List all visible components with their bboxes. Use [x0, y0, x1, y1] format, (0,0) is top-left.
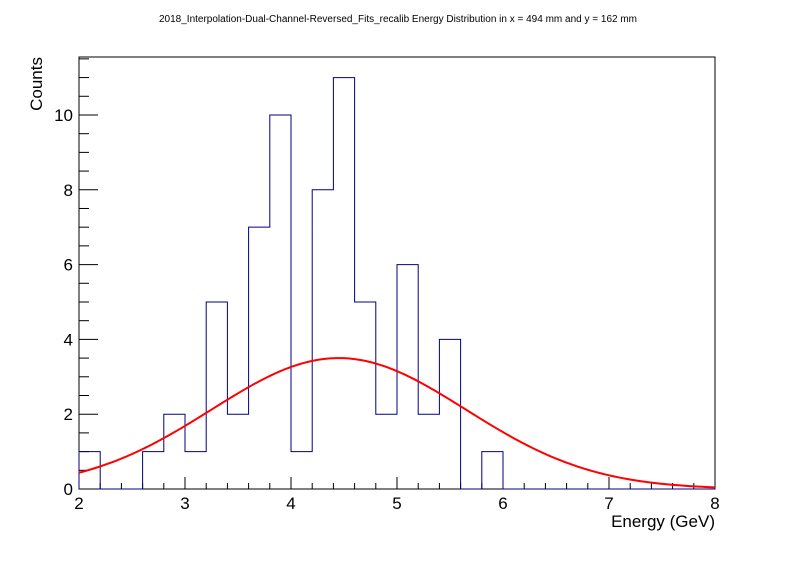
y-axis-ticks	[79, 58, 98, 490]
y-axis-tick-labels: 0 2 4 6 8 10	[54, 106, 73, 499]
histogram-series	[78, 77, 715, 490]
x-tick-label: 6	[498, 494, 507, 513]
x-tick-label: 3	[180, 494, 189, 513]
y-tick-label: 2	[64, 405, 73, 424]
x-tick-label: 2	[74, 494, 83, 513]
gaussian-fit-curve	[78, 357, 716, 489]
y-tick-label: 6	[64, 256, 73, 275]
y-tick-label: 4	[64, 330, 73, 349]
x-axis-title: Energy (GeV)	[611, 512, 715, 531]
x-tick-label: 8	[710, 494, 719, 513]
x-axis-ticks	[78, 477, 716, 489]
y-tick-label: 0	[64, 480, 73, 499]
x-tick-label: 7	[604, 494, 613, 513]
y-axis-title: Counts	[27, 57, 46, 111]
x-tick-label: 4	[286, 494, 295, 513]
x-axis-tick-labels: 2 3 4 5 6 7 8	[74, 494, 719, 513]
chart-title: 2018_Interpolation-Dual-Channel-Reversed…	[158, 14, 638, 25]
y-tick-label: 10	[54, 106, 73, 125]
x-tick-label: 5	[392, 494, 401, 513]
y-tick-label: 8	[64, 181, 73, 200]
